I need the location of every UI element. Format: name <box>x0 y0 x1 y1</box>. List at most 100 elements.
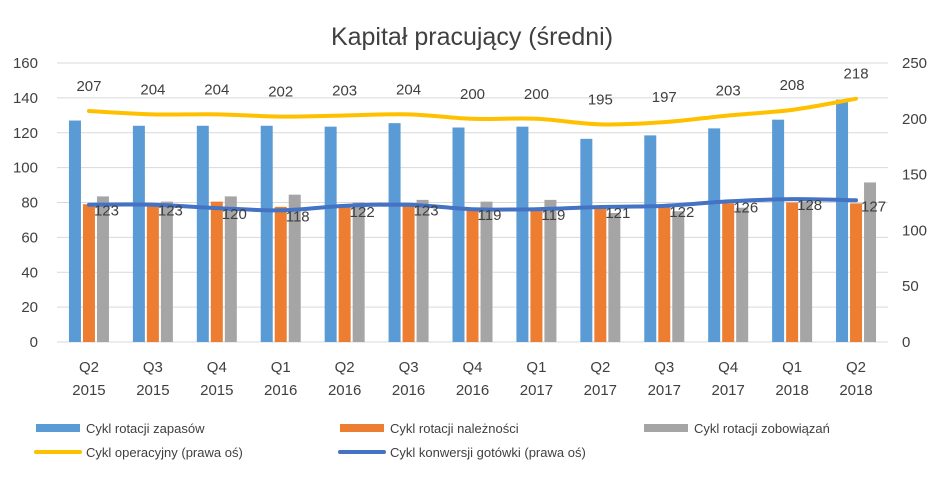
bar <box>850 203 863 342</box>
bar <box>772 119 785 342</box>
left-axis-tick-label: 100 <box>13 160 38 177</box>
bar <box>452 127 465 342</box>
bar <box>274 206 287 342</box>
x-tick-label-quarter: Q1 <box>782 359 802 376</box>
gridlines <box>57 62 888 343</box>
bar <box>146 204 159 342</box>
data-labels: 207 204 204 202 203 204 200 200 195 197 203 208 218 1… <box>76 66 886 226</box>
bar <box>672 211 685 342</box>
data-label: 119 <box>478 207 502 224</box>
left-axis-tick-label: 80 <box>21 195 38 212</box>
left-axis-tick-label: 40 <box>21 264 38 281</box>
left-axis-tick-label: 120 <box>13 125 38 142</box>
bar <box>324 126 337 342</box>
bar <box>68 120 81 342</box>
bar <box>82 204 95 342</box>
data-label: 120 <box>222 206 247 223</box>
left-axis-tick-label: 140 <box>13 90 38 107</box>
bar <box>708 128 721 342</box>
bar <box>658 206 671 342</box>
data-label: 203 <box>332 82 357 99</box>
bar <box>132 125 145 343</box>
x-tick-label-quarter: Q2 <box>335 359 355 376</box>
bar <box>388 123 401 342</box>
data-label: 218 <box>844 66 869 83</box>
data-label: 128 <box>797 197 822 214</box>
bar <box>516 126 529 342</box>
bar <box>288 194 301 342</box>
data-label: 204 <box>140 81 165 98</box>
x-tick-label-year: 2016 <box>264 382 297 399</box>
bar <box>736 207 749 342</box>
x-tick-label-year: 2016 <box>328 382 361 399</box>
legend-label: Cykl operacyjny (prawa oś) <box>86 445 243 460</box>
legend-label: Cykl rotacji zapasów <box>86 421 205 436</box>
data-label: 122 <box>350 204 375 221</box>
x-tick-label-quarter: Q2 <box>846 359 866 376</box>
x-tick-label-quarter: Q3 <box>654 359 674 376</box>
x-tick-label-year: 2018 <box>775 382 808 399</box>
legend: Cykl rotacji zapasów Cykl rotacji należno… <box>34 421 830 460</box>
bar <box>160 201 173 342</box>
x-tick-label-year: 2016 <box>456 382 489 399</box>
bar <box>352 202 365 342</box>
data-label: 208 <box>780 77 805 94</box>
x-axis-labels: Q2 2015 Q3 2015 Q4 2015 Q1 2016 Q2 2016 Q3 2016 Q4 20… <box>72 359 872 399</box>
data-label: 202 <box>268 84 293 101</box>
bar <box>580 138 593 342</box>
series-line <box>86 96 859 127</box>
x-tick-label-quarter: Q4 <box>718 359 738 376</box>
x-tick-label-year: 2017 <box>648 382 681 399</box>
bar <box>864 182 877 342</box>
bar <box>594 207 607 342</box>
bar <box>786 202 799 342</box>
x-tick-label-year: 2018 <box>839 382 872 399</box>
legend-swatch <box>36 424 80 432</box>
x-tick-label-quarter: Q3 <box>399 359 419 376</box>
data-label: 123 <box>158 203 183 220</box>
right-axis-tick-label: 250 <box>902 55 927 72</box>
right-axis-tick-label: 200 <box>902 111 927 128</box>
bar <box>722 203 735 342</box>
series-line <box>86 197 859 213</box>
data-label: 195 <box>588 91 613 108</box>
bar <box>416 199 429 342</box>
bar <box>210 201 223 342</box>
data-label: 118 <box>286 208 310 225</box>
x-tick-label-quarter: Q3 <box>143 359 163 376</box>
legend-swatch <box>340 424 384 432</box>
x-tick-label-year: 2015 <box>72 382 105 399</box>
x-tick-label-year: 2017 <box>520 382 553 399</box>
left-axis-tick-label: 60 <box>21 229 38 246</box>
right-axis-ticks: 0 50 100 150 200 250 <box>902 55 927 351</box>
bar <box>480 201 493 342</box>
x-tick-label-year: 2017 <box>584 382 617 399</box>
data-label: 121 <box>605 205 630 222</box>
x-tick-label-year: 2015 <box>136 382 169 399</box>
data-label: 197 <box>652 89 677 106</box>
bar <box>800 201 813 342</box>
legend-swatch <box>644 424 688 432</box>
data-label: 204 <box>204 81 229 98</box>
data-label: 200 <box>524 86 549 103</box>
legend-label: Cykl konwersji gotówki (prawa oś) <box>390 445 586 460</box>
left-axis-ticks: 0 20 40 60 80 100 120 140 160 <box>13 55 38 351</box>
bar <box>224 196 237 342</box>
x-tick-label-quarter: Q2 <box>590 359 610 376</box>
bar <box>466 208 479 342</box>
x-tick-label-year: 2015 <box>200 382 233 399</box>
bar <box>338 205 351 342</box>
data-label: 123 <box>414 203 439 220</box>
chart-title: Kapitał pracujący (średni) <box>331 23 613 51</box>
bar <box>608 212 621 342</box>
line-series <box>86 96 859 213</box>
data-label: 127 <box>861 198 886 215</box>
data-label: 204 <box>396 81 421 98</box>
right-axis-tick-label: 0 <box>902 334 910 351</box>
data-label: 126 <box>733 199 758 216</box>
bar <box>544 199 557 342</box>
bar <box>96 196 109 342</box>
x-tick-label-quarter: Q1 <box>526 359 546 376</box>
data-label: 200 <box>460 86 485 103</box>
